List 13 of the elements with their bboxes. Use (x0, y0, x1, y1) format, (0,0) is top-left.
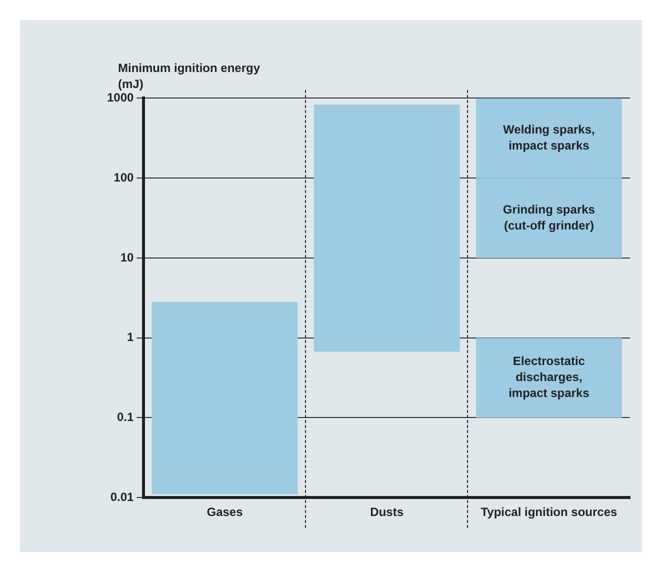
y-tick-label: 0.01 (110, 490, 134, 504)
annotation: Grinding sparks (cut-off grinder) (502, 202, 596, 232)
x-tick-label: Gases (206, 505, 244, 520)
y-tick-label: 1000 (106, 90, 134, 105)
y-axis-title: Minimum ignition energy (mJ) (118, 60, 262, 92)
annotation: Electrostatic discharges, impact sparks (508, 354, 590, 400)
y-tick-label: 100 (114, 170, 134, 184)
y-tick-label: 1 (127, 330, 134, 344)
y-tick-label: 10 (120, 250, 134, 264)
x-tick-label: Dusts (370, 505, 404, 520)
y-tick-label: 0.1 (117, 410, 134, 424)
annotation: Welding sparks, impact sparks (503, 122, 595, 152)
x-tick-label: Typical ignition sources (480, 505, 618, 520)
